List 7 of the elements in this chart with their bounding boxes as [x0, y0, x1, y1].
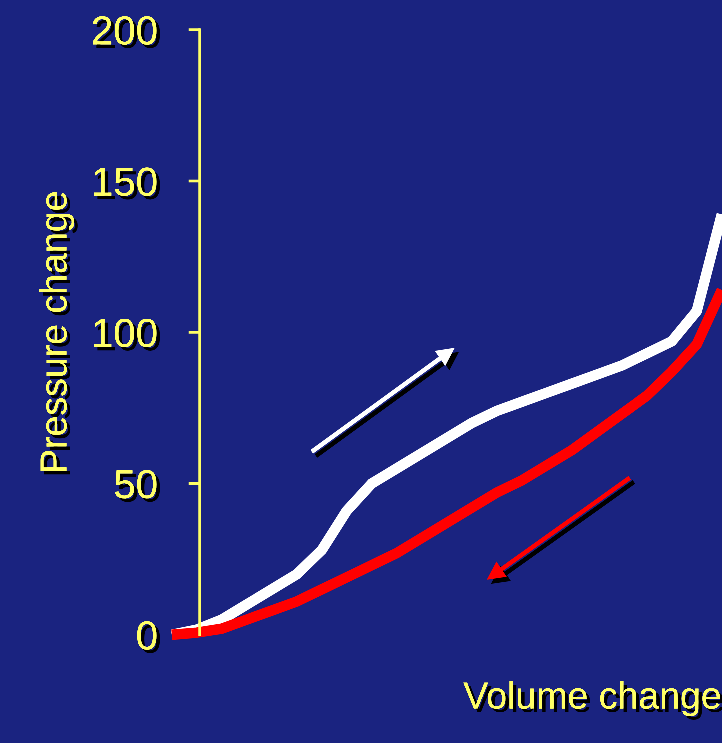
y-tick-label: 100	[94, 318, 160, 351]
y-tick-label: 50	[115, 470, 160, 502]
y-tick-label: 200	[93, 16, 160, 48]
y-tick-label: 0	[138, 621, 160, 654]
y-axis-title: Pressure change	[40, 192, 78, 475]
y-tick-label: 150	[94, 168, 160, 200]
x-axis-title: Volume change	[464, 682, 722, 720]
